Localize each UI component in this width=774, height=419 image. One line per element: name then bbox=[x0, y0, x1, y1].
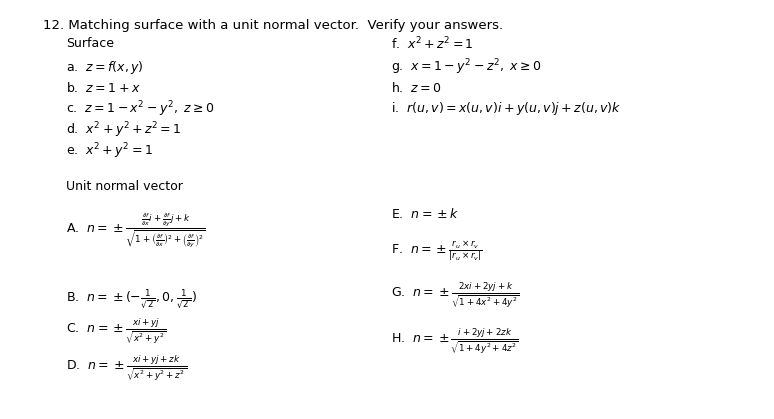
Text: B.  $n = \pm(-\frac{1}{\sqrt{2}},0,\frac{1}{\sqrt{2}})$: B. $n = \pm(-\frac{1}{\sqrt{2}},0,\frac{… bbox=[66, 288, 197, 311]
Text: 12. Matching surface with a unit normal vector.  Verify your answers.: 12. Matching surface with a unit normal … bbox=[43, 19, 502, 32]
Text: Surface: Surface bbox=[66, 37, 114, 51]
Text: a.  $z = f(x,y)$: a. $z = f(x,y)$ bbox=[66, 59, 143, 75]
Text: D.  $n = \pm\frac{xi+yj+zk}{\sqrt{x^2+y^2+z^2}}$: D. $n = \pm\frac{xi+yj+zk}{\sqrt{x^2+y^2… bbox=[66, 354, 187, 383]
Text: E.  $n = \pm k$: E. $n = \pm k$ bbox=[391, 207, 459, 221]
Text: d.  $x^2 + y^2 + z^2 = 1$: d. $x^2 + y^2 + z^2 = 1$ bbox=[66, 120, 181, 140]
Text: e.  $x^2 + y^2 = 1$: e. $x^2 + y^2 = 1$ bbox=[66, 141, 152, 160]
Text: f.  $x^2 + z^2 = 1$: f. $x^2 + z^2 = 1$ bbox=[391, 36, 474, 52]
Text: Unit normal vector: Unit normal vector bbox=[66, 180, 183, 193]
Text: i.  $r(u,v) = x(u,v)i + y(u,v)j + z(u,v)k$: i. $r(u,v) = x(u,v)i + y(u,v)j + z(u,v)k… bbox=[391, 101, 622, 117]
Text: C.  $n = \pm\frac{xi+yj}{\sqrt{x^2+y^2}}$: C. $n = \pm\frac{xi+yj}{\sqrt{x^2+y^2}}$ bbox=[66, 316, 166, 346]
Text: F.  $n = \pm\frac{r_u\times r_v}{|r_u\times r_v|}$: F. $n = \pm\frac{r_u\times r_v}{|r_u\tim… bbox=[391, 240, 482, 263]
Text: H.  $n = \pm\frac{i+2yj+2zk}{\sqrt{1+4y^2+4z^2}}$: H. $n = \pm\frac{i+2yj+2zk}{\sqrt{1+4y^2… bbox=[391, 327, 519, 356]
Text: b.  $z = 1 + x$: b. $z = 1 + x$ bbox=[66, 81, 140, 95]
Text: A.  $n = \pm\frac{\frac{\partial f}{\partial x}i+\frac{\partial f}{\partial y}j+: A. $n = \pm\frac{\frac{\partial f}{\part… bbox=[66, 211, 205, 250]
Text: c.  $z = 1 - x^2 - y^2,\ z \geq 0$: c. $z = 1 - x^2 - y^2,\ z \geq 0$ bbox=[66, 99, 214, 119]
Text: G.  $n = \pm\frac{2xi+2yj+k}{\sqrt{1+4x^2+4y^2}}$: G. $n = \pm\frac{2xi+2yj+k}{\sqrt{1+4x^2… bbox=[391, 281, 519, 310]
Text: h.  $z = 0$: h. $z = 0$ bbox=[391, 81, 442, 95]
Text: g.  $x = 1 - y^2 - z^2,\ x \geq 0$: g. $x = 1 - y^2 - z^2,\ x \geq 0$ bbox=[391, 57, 541, 77]
